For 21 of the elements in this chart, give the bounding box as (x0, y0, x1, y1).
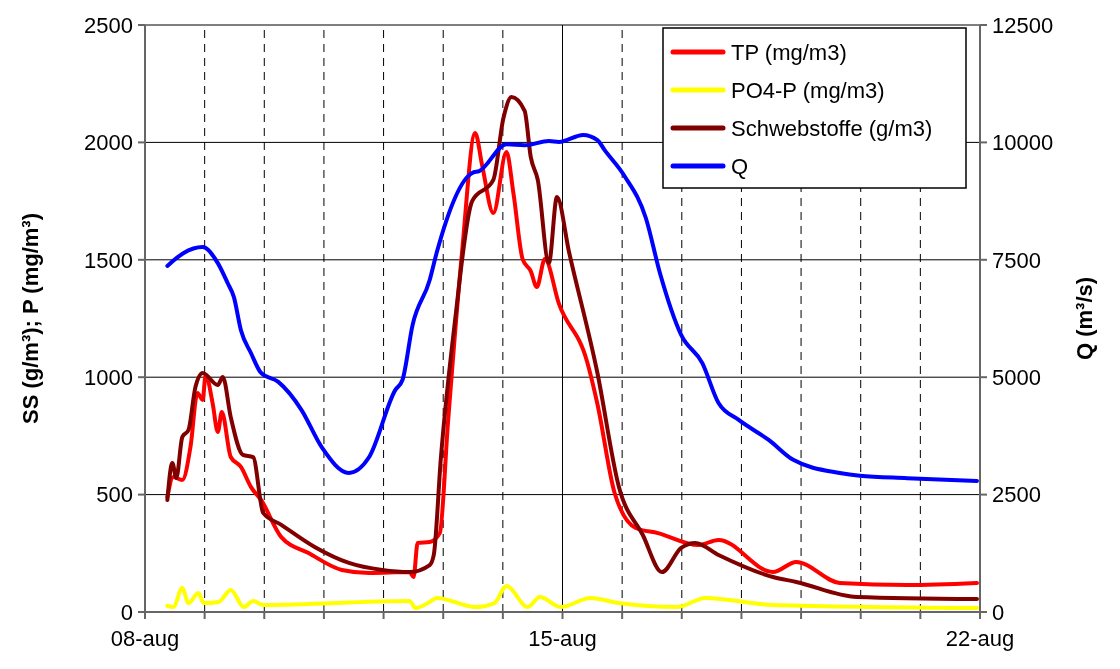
y-tick-label: 2000 (84, 130, 133, 156)
legend-label: Q (731, 153, 749, 179)
x-tick-label: 15-aug (528, 626, 597, 651)
y2-tick-label: 0 (992, 599, 1005, 625)
y-axis-title: SS (g/m³); P (mg/m³) (18, 212, 43, 425)
y2-tick-label: 10000 (992, 130, 1054, 156)
y2-tick-label: 5000 (992, 364, 1041, 390)
x-tick-label: 08-aug (110, 626, 180, 651)
y2-axis-title: Q (m³/s) (1072, 276, 1097, 361)
y2-tick-label: 2500 (992, 482, 1041, 508)
y-tick-label: 500 (96, 482, 133, 508)
y2-tick-label: 7500 (992, 247, 1041, 273)
legend-label: Schwebstoffe (g/m3) (731, 115, 933, 141)
y-tick-label: 0 (120, 599, 133, 625)
x-tick-label: 22-aug (945, 626, 1015, 651)
y2-tick-label: 12500 (992, 12, 1054, 38)
legend-label: PO4-P (mg/m3) (731, 77, 885, 103)
y-tick-label: 1000 (84, 364, 133, 390)
y-tick-label: 1500 (84, 247, 133, 273)
legend-label: TP (mg/m3) (731, 39, 847, 65)
y-tick-label: 2500 (84, 12, 133, 38)
